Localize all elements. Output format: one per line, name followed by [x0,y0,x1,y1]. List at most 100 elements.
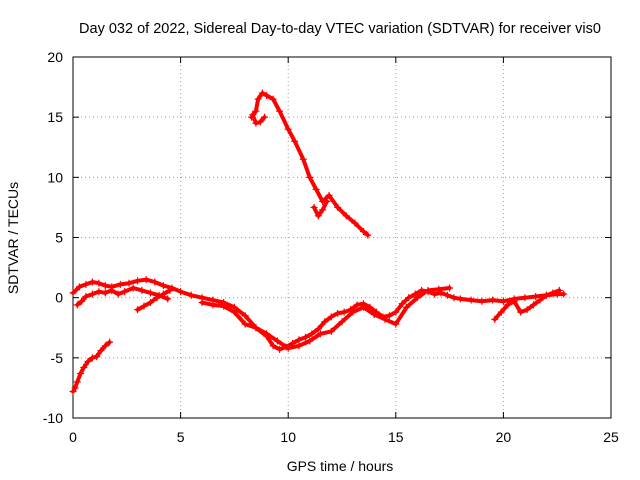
series-line [312,199,329,218]
data-point [261,113,269,121]
data-point [530,301,538,309]
data-point [88,278,96,286]
series-track-b [248,89,372,239]
series-line [249,91,370,238]
series-line [71,340,112,394]
data-point [125,279,133,287]
data-point [306,173,314,181]
data-point [129,284,137,292]
data-point [523,306,531,314]
data-point [106,338,114,346]
data-point [108,286,116,294]
data-point [164,295,172,303]
x-tick-label: 15 [388,429,404,445]
data-point [403,303,411,311]
data-point [77,369,85,377]
data-point [364,231,372,239]
data-point [273,337,281,345]
series-track-b-dip [310,197,331,220]
y-tick-label: 20 [47,49,63,65]
data-point [504,301,512,309]
y-tick-label: 15 [47,109,63,125]
series-track-g [491,286,563,323]
data-point [284,125,292,133]
data-point [276,345,284,353]
series-line [200,286,452,351]
data-point [101,289,109,297]
data-point [327,327,335,335]
data-point [230,308,238,316]
series-track-e [134,286,174,314]
data-point [95,279,103,287]
data-point [291,137,299,145]
data-point [467,296,475,304]
data-point [153,294,161,302]
x-tick-label: 5 [177,429,185,445]
data-point [321,318,329,326]
data-point [140,302,148,310]
data-point [252,324,260,332]
data-point [549,289,557,297]
data-point [78,297,86,305]
data-point [323,197,331,205]
data-point [385,312,393,320]
data-point [256,118,264,126]
data-point [450,294,458,302]
data-point [491,315,499,323]
data-point [308,330,316,338]
data-point [252,119,260,127]
data-point [75,283,83,291]
data-point [254,95,262,103]
data-point [316,330,324,338]
data-point [116,280,124,288]
data-point [142,276,150,284]
data-point [114,290,122,298]
plot-series [69,89,568,396]
data-point [295,342,303,350]
grid [73,57,611,418]
x-axis-title: GPS time / hours [287,458,394,474]
data-point [88,290,96,298]
data-point [252,107,260,115]
data-point [276,107,284,115]
data-point [340,308,348,316]
data-point [536,296,544,304]
data-point [542,291,550,299]
data-point [314,212,322,220]
data-point [446,284,454,292]
x-tick-label: 20 [496,429,512,445]
data-point [405,294,413,302]
data-point [360,227,368,235]
series-track-a [69,338,114,396]
data-point [299,155,307,163]
data-point [82,292,90,300]
data-point [314,325,322,333]
data-point [249,111,257,119]
data-point [263,92,271,100]
data-point [342,212,350,220]
data-point [80,363,88,371]
data-point [327,313,335,321]
data-point [209,301,217,309]
data-point [159,290,167,298]
y-tick-label: 0 [55,290,63,306]
data-point [73,301,81,309]
data-point [499,297,507,305]
data-point [82,280,90,288]
data-point [69,289,77,297]
x-tick-label: 0 [69,429,77,445]
data-point [370,311,378,319]
series-track-d [73,284,172,309]
data-point [435,285,443,293]
data-point [187,291,195,299]
x-tick-label: 25 [603,429,619,445]
series-track-c [69,276,568,353]
data-point [349,308,357,316]
data-point [443,291,451,299]
chart-title: Day 032 of 2022, Sidereal Day-to-day VTE… [79,21,601,37]
y-tick-label: -10 [43,410,63,426]
data-point [392,320,400,328]
series-line [75,286,170,307]
data-point [353,301,361,309]
